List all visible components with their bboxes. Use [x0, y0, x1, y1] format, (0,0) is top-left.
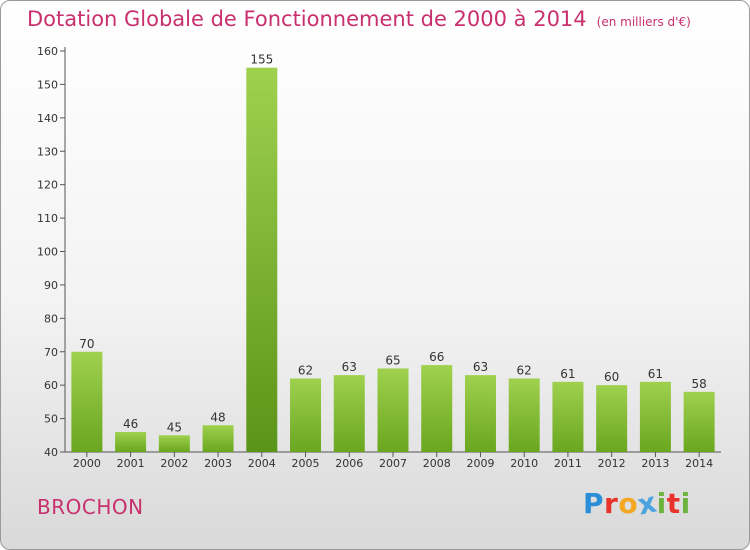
data-label: 62 — [298, 363, 313, 377]
bar-2010[interactable] — [508, 378, 540, 452]
x-tick-label: 2005 — [292, 457, 320, 470]
x-tick-label: 2004 — [248, 457, 276, 470]
x-tick-label: 2008 — [423, 457, 451, 470]
y-tick-label: 70 — [44, 346, 58, 359]
x-tick-label: 2007 — [379, 457, 407, 470]
y-tick-label: 90 — [44, 279, 58, 292]
bar-2000[interactable] — [71, 351, 103, 452]
logo-letter: i — [680, 487, 691, 520]
commune-name: BROCHON — [37, 495, 144, 519]
data-label: 58 — [691, 377, 706, 391]
y-tick-label: 110 — [37, 212, 58, 225]
title-text: Dotation Globale de Fonctionnement de 20… — [27, 7, 587, 31]
y-tick-label: 150 — [37, 78, 58, 91]
bar-2004[interactable] — [246, 67, 278, 452]
data-label: 61 — [560, 367, 575, 381]
data-label: 63 — [342, 360, 357, 374]
bars — [71, 67, 715, 452]
bar-2001[interactable] — [115, 431, 147, 452]
data-label: 70 — [79, 337, 94, 351]
y-tick-label: 80 — [44, 312, 58, 325]
y-tick-label: 140 — [37, 112, 58, 125]
data-label: 155 — [250, 53, 273, 67]
data-label: 66 — [429, 350, 444, 364]
data-labels: 70 46 45 48 155 62 63 65 66 63 62 61 60 61 58 — [79, 53, 707, 435]
x-tick-label: 2014 — [685, 457, 713, 470]
logo-letter: t — [666, 487, 681, 520]
x-tick-label: 2010 — [510, 457, 538, 470]
logo-letter: r — [604, 487, 619, 520]
x-tick-label: 2002 — [160, 457, 188, 470]
bar-2007[interactable] — [377, 368, 409, 452]
x-tick-label: 2001 — [117, 457, 145, 470]
y-tick-label: 60 — [44, 379, 58, 392]
logo-letter: P — [583, 487, 605, 520]
data-label: 65 — [385, 353, 400, 367]
y-axis: 40 50 60 70 80 90 100 110 120 130 140 150 160 — [37, 45, 66, 459]
data-label: 46 — [123, 417, 138, 431]
x-tick-label: 2012 — [598, 457, 626, 470]
y-tick-label: 130 — [37, 145, 58, 158]
bar-2009[interactable] — [464, 375, 496, 452]
data-label: 62 — [517, 363, 532, 377]
logo-letter: o — [618, 487, 639, 520]
bar-2002[interactable] — [158, 435, 190, 452]
bar-2012[interactable] — [596, 385, 628, 452]
x-tick-label: 2011 — [554, 457, 582, 470]
x-tick-label: 2006 — [335, 457, 363, 470]
y-tick-label: 160 — [37, 45, 58, 58]
x-tick-label: 2013 — [641, 457, 669, 470]
y-tick-label: 40 — [44, 446, 58, 459]
x-tick-label: 2000 — [73, 457, 101, 470]
bar-2013[interactable] — [639, 381, 671, 452]
bar-2008[interactable] — [421, 365, 453, 452]
proxiti-logo[interactable]: Proxiti — [583, 485, 691, 521]
data-label: 48 — [210, 410, 225, 424]
data-label: 60 — [604, 370, 619, 384]
data-label: 45 — [167, 420, 182, 434]
y-tick-label: 120 — [37, 179, 58, 192]
bar-2014[interactable] — [683, 391, 715, 452]
bar-2006[interactable] — [333, 375, 365, 452]
chart-title: Dotation Globale de Fonctionnement de 20… — [27, 7, 691, 31]
y-tick-label: 50 — [44, 413, 58, 426]
bar-2011[interactable] — [552, 381, 584, 452]
x-tick-label: 2003 — [204, 457, 232, 470]
chart-subtitle: (en milliers d'€) — [596, 15, 691, 29]
bar-2005[interactable] — [290, 378, 322, 452]
x-axis: 2000 2001 2002 2003 2004 2005 2006 2007 2008 2009… — [65, 451, 721, 470]
logo-letter: i — [656, 487, 667, 520]
data-label: 63 — [473, 360, 488, 374]
bar-2003[interactable] — [202, 425, 234, 452]
data-label: 61 — [648, 367, 663, 381]
x-tick-label: 2009 — [466, 457, 494, 470]
y-tick-label: 100 — [37, 246, 58, 259]
